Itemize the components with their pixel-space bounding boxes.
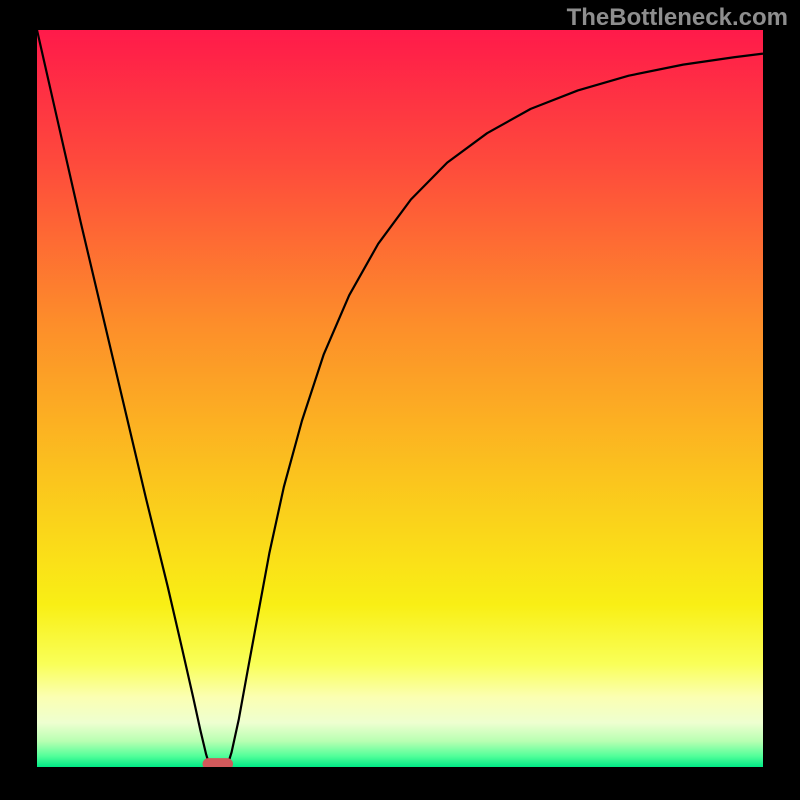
plot-area xyxy=(37,30,763,767)
plot-svg xyxy=(37,30,763,767)
watermark-text: TheBottleneck.com xyxy=(567,4,788,32)
gradient-background xyxy=(37,30,763,767)
bottleneck-marker xyxy=(203,758,233,767)
chart-canvas: TheBottleneck.com xyxy=(0,0,800,800)
